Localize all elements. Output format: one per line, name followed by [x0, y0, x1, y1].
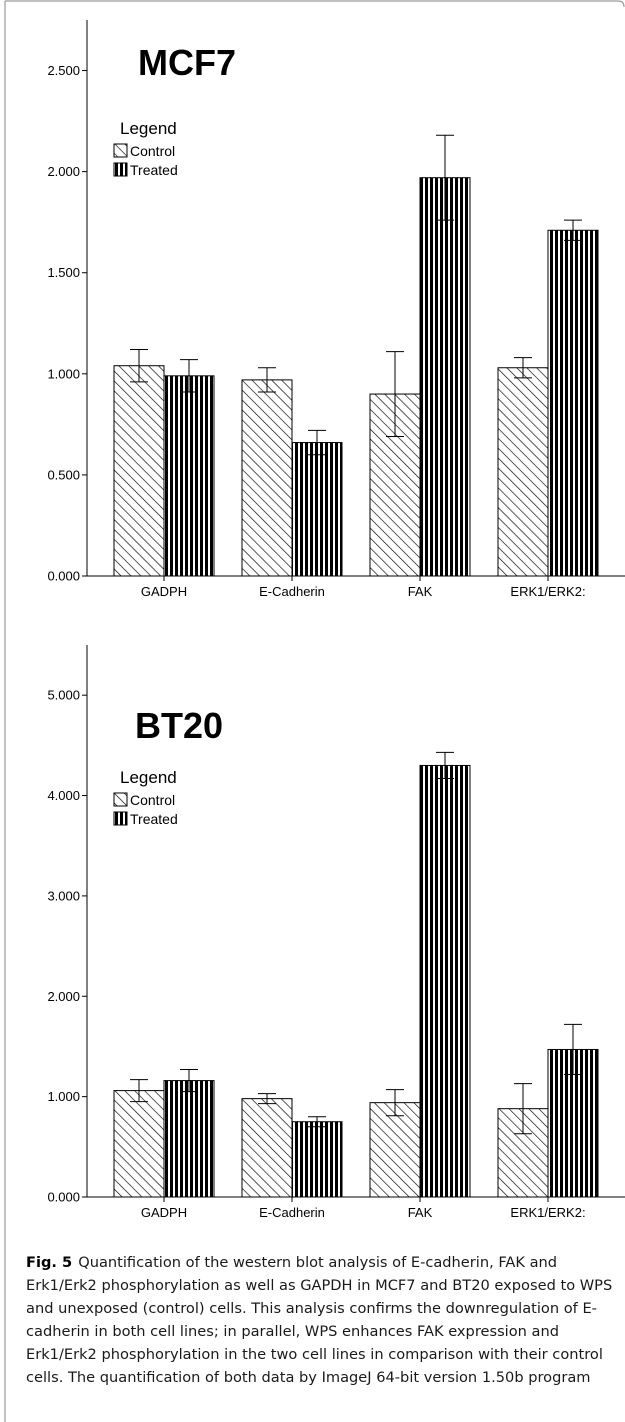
legend-swatch-control [113, 143, 128, 158]
error-bar [130, 349, 148, 383]
bar-treated [163, 375, 215, 577]
y-tick-label: 0.000 [47, 1190, 80, 1205]
bar-treated [547, 229, 599, 577]
y-axis: 0.000 1.000 2.000 3.000 4.000 5.000 [47, 645, 88, 1205]
y-tick-label: 2.000 [47, 989, 80, 1004]
legend-label-control: Control [130, 143, 175, 159]
legend-swatch-control [113, 792, 128, 807]
y-tick-label: 3.000 [47, 888, 80, 903]
error-bar-group [130, 134, 582, 456]
x-tick-label: E-Cadherin [259, 1205, 325, 1220]
y-tick-label: 5.000 [47, 688, 80, 703]
bar-control [369, 1102, 421, 1198]
legend-title: Legend [120, 768, 177, 787]
y-tick-label: 4.000 [47, 788, 80, 803]
error-bar [258, 367, 276, 393]
y-tick-label: 0.000 [47, 569, 80, 584]
x-tick-label: E-Cadherin [259, 584, 325, 599]
x-axis: GADPH E-Cadherin FAK ERK1/ERK2: [87, 1196, 625, 1220]
mcf7-bar-chart: MCF7 0.000 0.500 1.000 1.500 2.000 2.500 GADP… [47, 20, 625, 599]
error-bar [436, 751, 454, 779]
bar-control [113, 365, 165, 577]
legend-label-control: Control [130, 792, 175, 808]
bar-treated [163, 1080, 215, 1198]
chart-title: BT20 [135, 705, 223, 746]
legend-label-treated: Treated [130, 162, 178, 178]
bar-group [113, 764, 599, 1198]
x-axis: GADPH E-Cadherin FAK ERK1/ERK2: [87, 575, 625, 599]
error-bar [514, 357, 532, 379]
error-bar [386, 351, 404, 437]
error-bar [564, 1023, 582, 1076]
y-tick-label: 0.500 [47, 467, 80, 482]
bar-control [497, 367, 549, 577]
y-tick-label: 1.500 [47, 265, 80, 280]
legend-title: Legend [120, 119, 177, 138]
bar-control [241, 1098, 293, 1198]
chart-title: MCF7 [138, 42, 236, 83]
error-bar [564, 219, 582, 241]
y-axis: 0.000 0.500 1.000 1.500 2.000 2.500 [47, 20, 88, 584]
figure-caption-text: Quantification of the western blot analy… [26, 1254, 613, 1386]
legend-label-treated: Treated [130, 811, 178, 827]
legend-swatch-treated [113, 162, 128, 177]
legend: Legend Control Treated [113, 119, 178, 178]
error-bar [180, 1069, 198, 1093]
figure-label: Fig. 5 [26, 1254, 73, 1271]
error-bar [180, 359, 198, 393]
y-tick-label: 1.000 [47, 1089, 80, 1104]
error-bar [308, 1116, 326, 1128]
y-tick-label: 2.500 [47, 63, 80, 78]
y-tick-label: 2.000 [47, 164, 80, 179]
error-bar [258, 1093, 276, 1105]
x-tick-label: GADPH [141, 584, 187, 599]
x-tick-label: FAK [408, 584, 433, 599]
error-bar [436, 134, 454, 221]
x-tick-label: ERK1/ERK2: [510, 584, 585, 599]
bar-group [113, 177, 599, 577]
bar-treated [291, 442, 343, 577]
error-bar [308, 429, 326, 456]
bar-control [241, 379, 293, 577]
error-bar [386, 1089, 404, 1117]
figure-caption: Fig. 5 Quantification of the western blot… [26, 1251, 616, 1389]
error-bar-group [130, 751, 582, 1135]
error-bar [514, 1083, 532, 1135]
legend: Legend Control Treated [113, 768, 178, 827]
bar-treated [419, 764, 471, 1198]
y-tick-label: 1.000 [47, 366, 80, 381]
bar-treated [291, 1121, 343, 1198]
x-tick-label: GADPH [141, 1205, 187, 1220]
legend-swatch-treated [113, 811, 128, 826]
x-tick-label: FAK [408, 1205, 433, 1220]
bt20-bar-chart: BT20 0.000 1.000 2.000 3.000 4.000 5.000 GADP… [47, 645, 625, 1220]
bar-control [113, 1090, 165, 1198]
x-tick-label: ERK1/ERK2: [510, 1205, 585, 1220]
error-bar [130, 1079, 148, 1103]
bar-treated [419, 177, 471, 577]
